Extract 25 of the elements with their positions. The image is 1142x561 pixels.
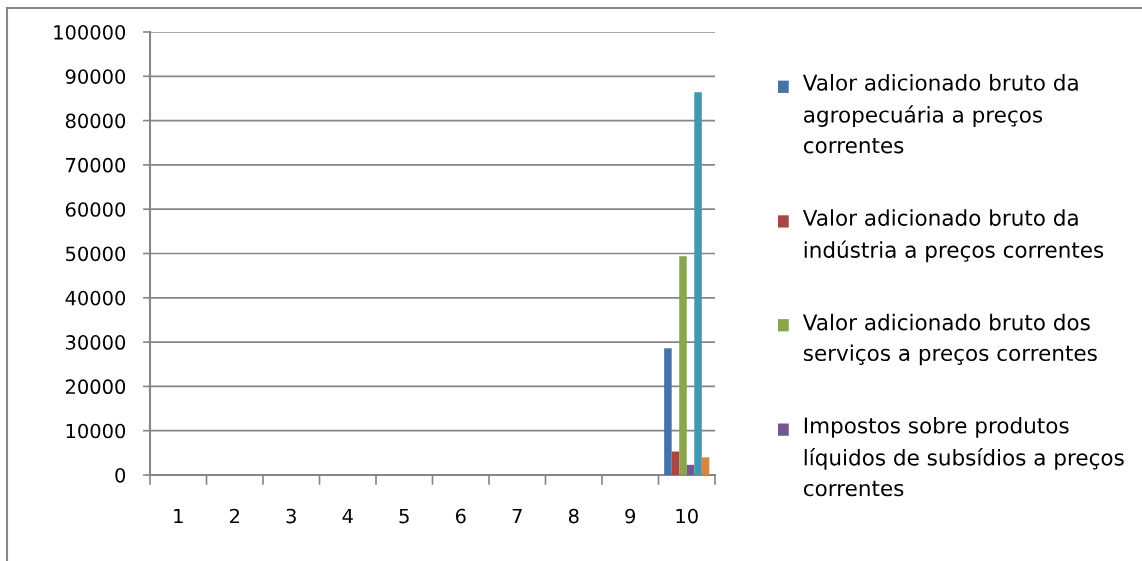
y-tick-label: 50000 bbox=[66, 246, 126, 262]
x-tick-label: 4 bbox=[342, 508, 353, 524]
y-tick-label: 10000 bbox=[66, 423, 126, 439]
x-tick-label: 6 bbox=[455, 508, 466, 524]
x-tick-label: 2 bbox=[229, 508, 239, 524]
y-tick-label: 0 bbox=[115, 467, 126, 483]
x-tick-label: 9 bbox=[625, 508, 636, 524]
y-tick-label: 80000 bbox=[65, 113, 126, 129]
legend-label: Impostos sobre produtos líquidos de subsídios a preços correntes bbox=[803, 416, 1124, 497]
x-tick-label: 5 bbox=[399, 508, 409, 524]
x-tick-label: 1 bbox=[174, 508, 183, 524]
y-tick-label: 60000 bbox=[65, 202, 126, 217]
x-tick-label: 8 bbox=[568, 508, 579, 524]
legend-label: Valor adicionado bruto dos serviços a preços correntes bbox=[802, 313, 1097, 366]
x-tick-label: 10 bbox=[676, 508, 698, 524]
y-tick-label: 30000 bbox=[66, 335, 126, 350]
legend-label: Valor adicionado bruto da agropecuária a preços correntes bbox=[802, 74, 1078, 154]
y-tick-label: 20000 bbox=[65, 379, 126, 395]
y-tick-label: 90000 bbox=[65, 69, 126, 84]
x-tick-label: 7 bbox=[512, 508, 522, 524]
y-tick-label: 40000 bbox=[65, 290, 126, 306]
legend-label: Valor adicionado bruto da indústria a preços correntes bbox=[802, 209, 1104, 263]
y-tick-label: 70000 bbox=[66, 157, 126, 173]
y-tick-label: 100000 bbox=[54, 24, 126, 40]
x-tick-label: 3 bbox=[286, 508, 296, 524]
